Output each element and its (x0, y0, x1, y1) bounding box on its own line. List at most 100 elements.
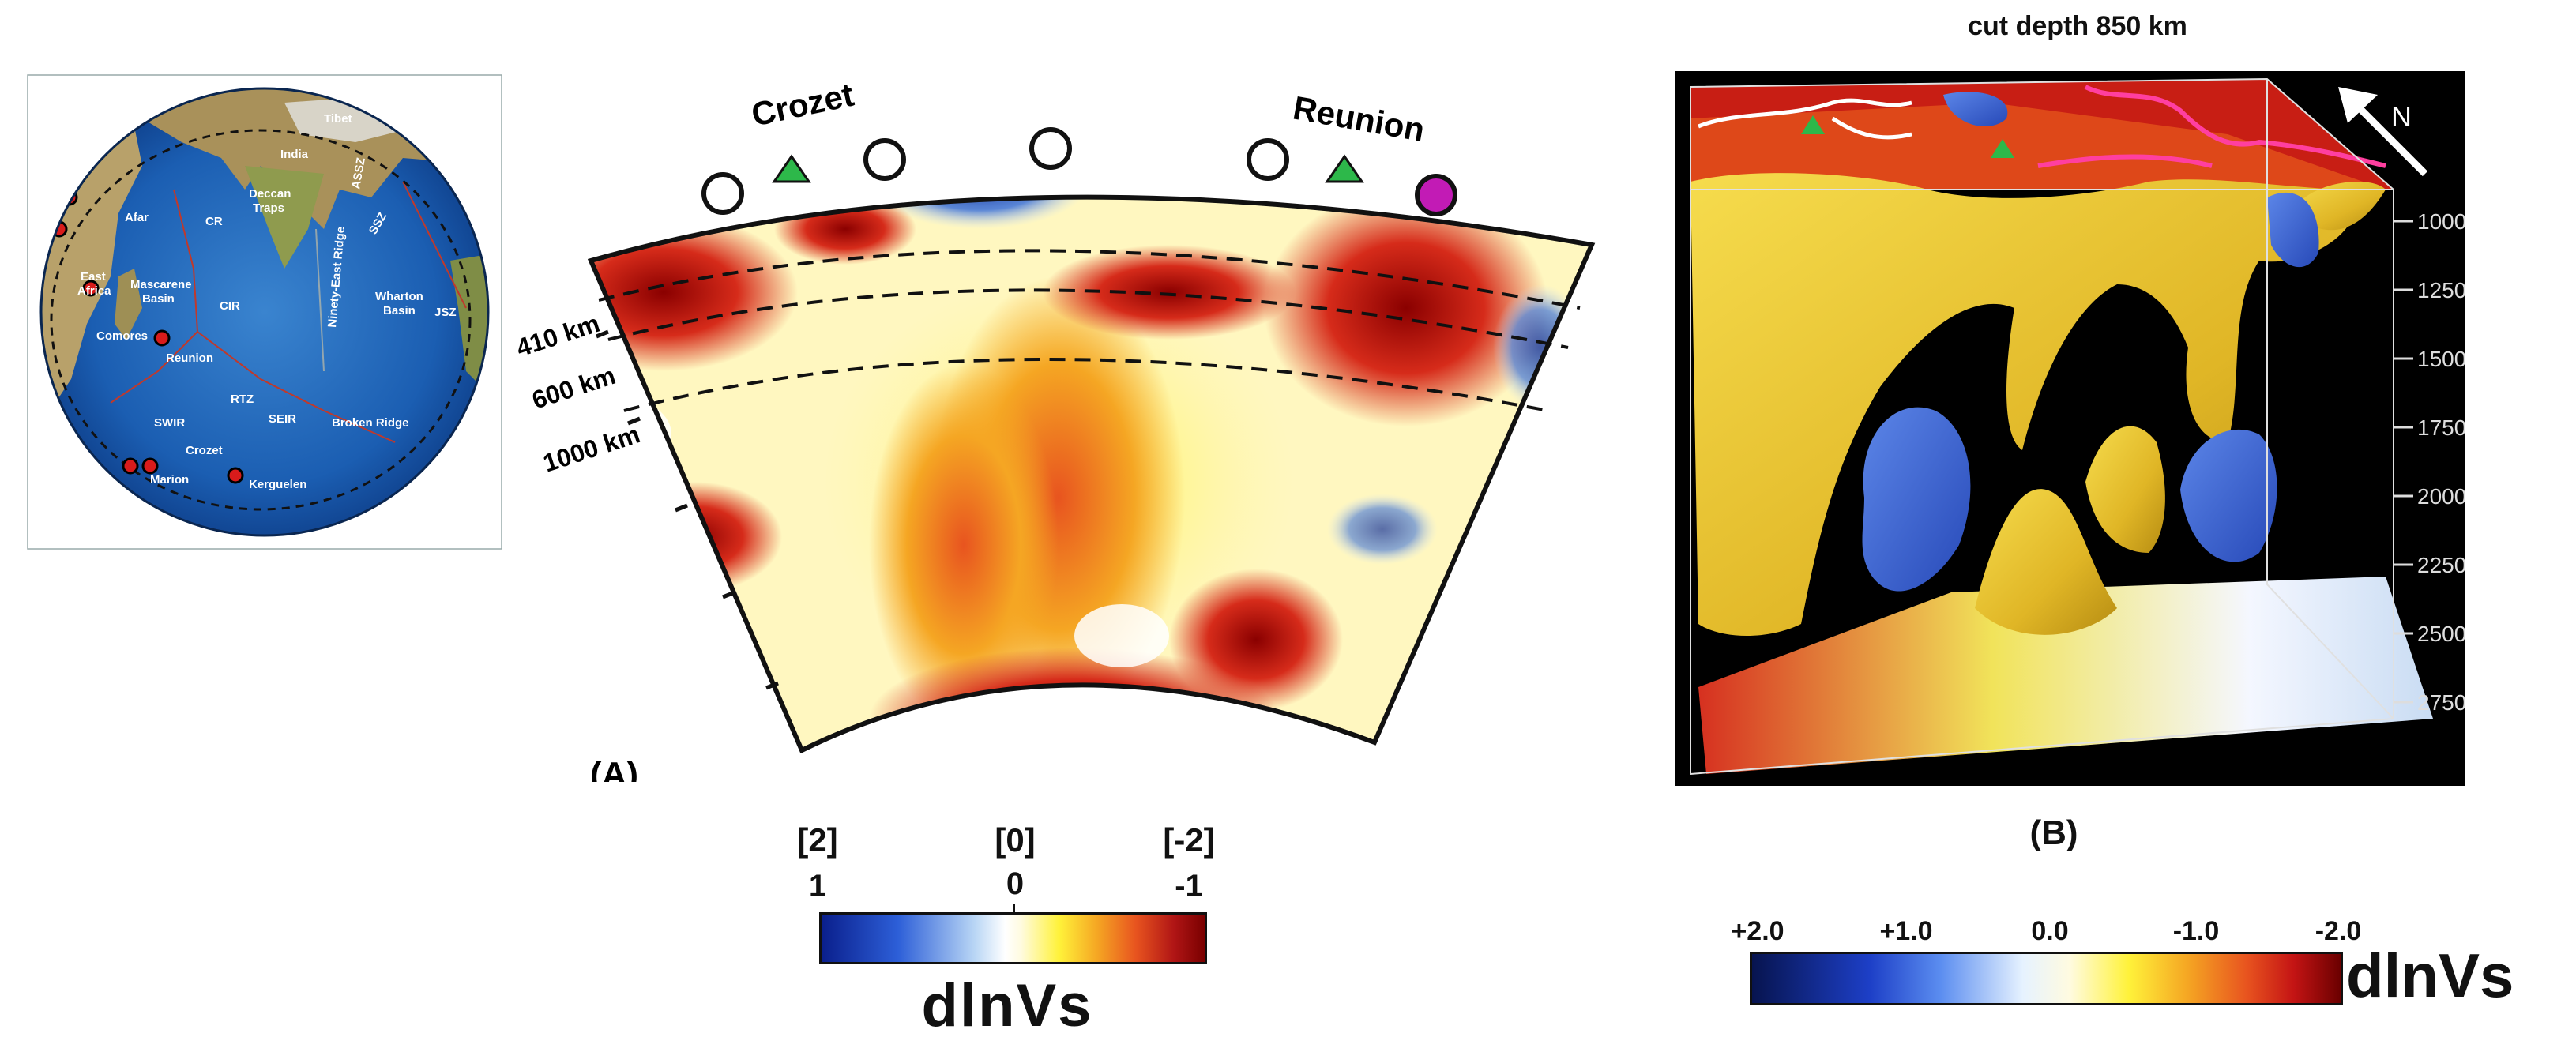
label-reunion: Reunion (166, 351, 213, 365)
reunion-volcano-triangle (1325, 154, 1364, 183)
slow-anomaly-mid (869, 363, 1059, 727)
depth-tick-1750: 1750 (2417, 415, 2465, 440)
reunion-label: Reunion (1290, 89, 1427, 148)
label-mascarene: Mascarene (130, 278, 192, 291)
slow-anomaly-transition-zone (1043, 245, 1296, 340)
depth-tick-2000: 2000 (2417, 484, 2465, 509)
label-wharton: Wharton (375, 290, 423, 303)
colorbar-a-bracket-min: [-2] (1163, 821, 1215, 859)
depth-label-600: 600 km (528, 361, 619, 415)
colorbar-b-tick-1: +1.0 (1879, 916, 1933, 946)
depth-tick-2250: 2250 (2417, 553, 2465, 577)
fast-velocity-blob-1 (1862, 407, 1971, 592)
top-slice-orange (1690, 103, 2386, 190)
label-broken-ridge: Broken Ridge (332, 416, 409, 430)
hotspot-station-marker (1415, 174, 1457, 216)
colorbar-a-bracket-mid: [0] (995, 821, 1036, 859)
slow-anomaly-reunion (1264, 197, 1548, 426)
colorbar-a-bracket-max: [2] (797, 821, 838, 859)
ocean-surface (41, 88, 488, 535)
slow-anomaly-west-upper (591, 213, 798, 371)
depth-label-410: 410 km (513, 309, 603, 363)
label-jsz: JSZ (434, 306, 457, 319)
label-east: East (81, 270, 106, 284)
neutral-patch-deep (1074, 604, 1169, 667)
fast-anomaly-east (1327, 494, 1438, 565)
label-assz: ASSZ (349, 156, 368, 190)
label-tibet: Tibet (324, 112, 352, 126)
tomography-cross-section: Crozet Reunion 410 km 600 km 1000 km (A) (513, 76, 1596, 782)
depth-ticks (2394, 220, 2413, 704)
colorbar-b-gradient (1750, 952, 2343, 1005)
colorbar-a-tick-min: -1 (1175, 869, 1203, 904)
slow-velocity-isosurface (1690, 173, 2357, 637)
coastline-trace-white (1698, 98, 1912, 129)
depth-tick-2750: 2750 (2417, 690, 2465, 715)
sunda-trench (402, 181, 467, 309)
label-swir: SWIR (154, 416, 185, 430)
southeast-indian-ridge (197, 331, 396, 443)
label-india: India (280, 148, 309, 161)
label-marion: Marion (150, 473, 189, 487)
fast-anomaly-edge (1493, 284, 1588, 411)
iso-title: cut depth 850 km (1968, 11, 2187, 41)
colorbar-b-title: dlnVs (2346, 941, 2514, 1010)
plate-boundary-trace-pink (2037, 85, 2386, 168)
label-deccan: Deccan (249, 187, 291, 201)
colorbar-a-title: dlnVs (921, 972, 1093, 1039)
depth-tick-1250: 1250 (2417, 278, 2465, 302)
depth-line-410 (598, 249, 1581, 310)
label-wharton-basin: Basin (383, 304, 416, 317)
panel-b-label: (B) (2029, 813, 2078, 852)
iso-volcano-1 (1801, 115, 1825, 134)
coastline-trace-white-2 (1831, 116, 1912, 140)
colorbar-a-tick-max: 1 (808, 869, 827, 904)
label-cir: CIR (220, 299, 240, 313)
colorbar-b-tick-3: -1.0 (2172, 916, 2220, 946)
colorbar-a-center-tick (1013, 904, 1015, 914)
label-comores: Comores (96, 329, 148, 343)
colorbar-b-tick-4: -2.0 (2315, 916, 2362, 946)
ninety-east-ridge-line (315, 228, 325, 372)
depth-line-600 (607, 288, 1569, 349)
india-landmass (245, 166, 324, 269)
section-outline (587, 194, 1596, 754)
slow-column (2085, 426, 2165, 553)
crozet-label: Crozet (748, 76, 857, 133)
label-crozet: Crozet (186, 444, 223, 457)
iso-volcano-2 (1991, 139, 2014, 158)
label-rtz: RTZ (231, 393, 254, 406)
north-label: N (2391, 100, 2412, 133)
floor-slice-surface (1698, 577, 2433, 774)
fast-velocity-blob-3 (2267, 192, 2319, 268)
depth-axis-ticks (596, 329, 779, 690)
colorbar-b-tick-0: +2.0 (1731, 916, 1784, 946)
colorbar-a-gradient (819, 912, 1207, 964)
slow-plume-base (1975, 489, 2117, 635)
depth-tick-1000: 1000 (2417, 209, 2465, 234)
label-afar: Afar (125, 211, 149, 224)
colorbar-b: +2.0 +1.0 0.0 -1.0 -2.0 dlnVs (1722, 916, 2576, 1035)
fast-velocity-blob-2 (2180, 429, 2277, 562)
image-frame (27, 74, 502, 550)
label-kerguelen: Kerguelen (249, 478, 306, 491)
label-africa: Africa (77, 284, 111, 298)
label-mascarene-basin: Basin (142, 292, 175, 306)
colorbar-a: [2] [0] [-2] 1 0 -1 dlnVs (790, 821, 1232, 1050)
globe-outline (39, 87, 490, 537)
panel-a-label: (A) (590, 755, 638, 782)
depth-label-1000: 1000 km (540, 419, 643, 477)
label-traps: Traps (253, 201, 284, 215)
depth-tick-1500: 1500 (2417, 347, 2465, 371)
madagascar (115, 269, 142, 340)
crozet-volcano-triangle (772, 154, 811, 183)
indian-ocean-globe-map: Tibet India Deccan Traps Afar East Afric… (27, 74, 502, 550)
colorbar-b-tick-2: 0.0 (2031, 916, 2069, 946)
station-markers (701, 127, 1289, 215)
depth-tick-2500: 2500 (2417, 622, 2465, 646)
isosurface-3d-view: 1000 1250 1500 1750 2000 2250 2500 2750 … (1675, 71, 2465, 786)
colorbar-a-tick-mid: 0 (1006, 866, 1025, 901)
study-region-dashed-circle (50, 129, 472, 511)
label-seir: SEIR (269, 412, 296, 426)
iso-bounding-box (1690, 77, 2394, 775)
